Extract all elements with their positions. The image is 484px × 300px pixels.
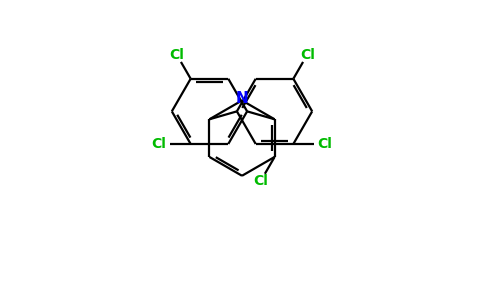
Text: Cl: Cl [300,48,315,62]
Text: Cl: Cl [151,137,166,151]
Text: Cl: Cl [253,174,268,188]
Text: N: N [236,91,248,106]
Text: Cl: Cl [169,48,184,62]
Text: Cl: Cl [318,137,333,151]
